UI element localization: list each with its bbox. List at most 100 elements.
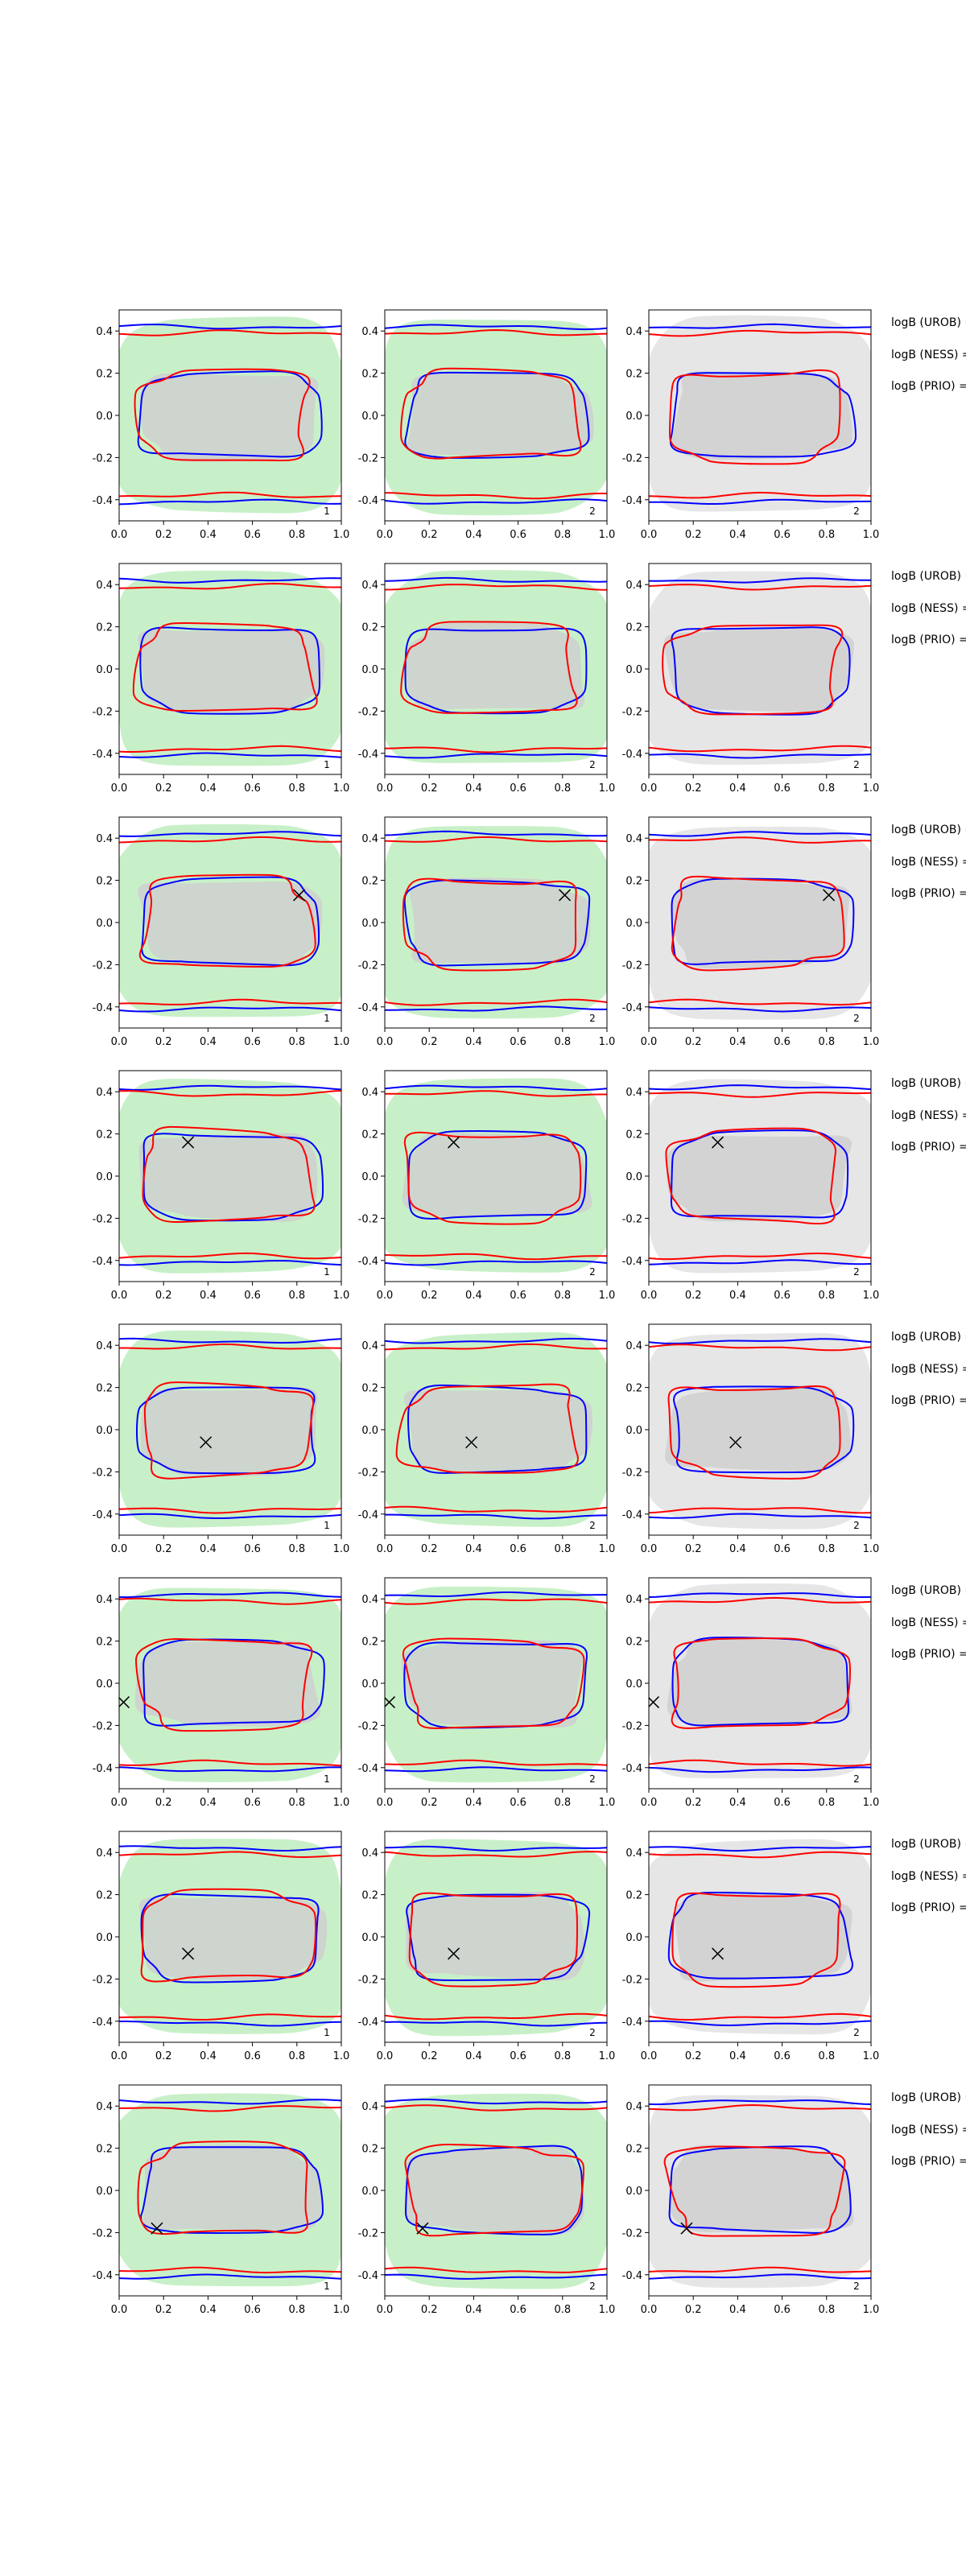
y-tick-label: 0.2 [361,369,378,381]
x-tick-label: 0.0 [111,2050,128,2062]
x-marker [448,1947,460,1960]
x-tick-label: 1.0 [599,2304,616,2316]
x-tick-label: 0.4 [465,1543,482,1555]
inner-region [138,1133,318,1222]
x-marker [729,1436,742,1449]
side-label: logB (UROB) = [891,2091,966,2104]
blue-outer-bottom [119,498,341,506]
y-tick-label: 0.2 [96,2144,113,2156]
red-contour [402,1637,585,1729]
x-tick-label: 0.8 [288,1543,305,1555]
side-label: logB (NESS) = [891,602,966,615]
x-tick-label: 1.0 [599,529,616,541]
x-tick-label: 0.0 [111,1797,128,1809]
x-tick-label: 0.8 [554,1543,571,1555]
inner-region [134,1641,321,1727]
y-tick-label: -0.2 [358,1974,378,1986]
x-tick-label: 0.8 [288,2304,305,2316]
x-marker [293,889,306,902]
x-tick-label: 0.6 [244,529,261,541]
x-tick-label: 0.2 [155,1036,172,1048]
x-tick-label: 1.0 [333,782,350,795]
x-tick-label: 0.6 [774,2304,791,2316]
blue-outer-top [119,1845,341,1852]
y-tick-label: -0.2 [93,1974,113,1986]
y-tick-label: 0.2 [96,876,113,888]
x-tick-label: 0.0 [641,782,658,795]
y-tick-label: -0.4 [622,749,642,761]
panel-plot-area [649,315,871,512]
x-tick-label: 0.8 [554,2304,571,2316]
x-tick-label: 0.8 [288,1797,305,1809]
x-tick-label: 0.0 [111,529,128,541]
y-tick-label: -0.2 [358,1720,378,1732]
panel-plot-area [649,1079,871,1274]
panel-label: 2 [589,2281,596,2292]
red-outer-bottom [385,1759,607,1766]
side-label: logB (UROB) = [891,316,966,329]
x-tick-label: 0.4 [729,529,746,541]
blue-outer-top [649,1592,871,1599]
red-outer-top [385,1090,607,1097]
panel-plot-area [385,1331,607,1527]
panel-label: 2 [589,1013,596,1024]
red-outer-bottom [119,491,341,498]
panel-label: 2 [589,1773,596,1785]
y-tick-label: 0.4 [361,1340,378,1352]
y-tick-label: 0.4 [625,2101,642,2113]
x-tick-label: 1.0 [333,1290,350,1302]
side-label: logB (PRIO) = [891,1648,966,1661]
x-tick-label: 0.8 [818,782,835,795]
x-tick-label: 1.0 [863,1036,880,1048]
panel-r4-c3: 0.0 0.2 0.4 0.6 0.8 1.0 0.4 0.2 0.0 -0.2 -0.4 2 [622,1070,879,1302]
panel-plot-area [385,1078,607,1273]
blue-outer-top [649,1084,871,1091]
panel-plot-area [119,1330,341,1528]
x-tick-label: 0.6 [244,1290,261,1302]
x-tick-label: 0.0 [377,1290,394,1302]
x-tick-label: 0.2 [155,2304,172,2316]
panel-plot-area [119,316,341,514]
inner-region [674,1892,852,1982]
y-tick-label: 0.0 [361,1678,378,1690]
y-tick-label: -0.4 [622,1256,642,1268]
x-tick-label: 0.2 [685,782,702,795]
panel-label: 2 [853,506,860,517]
x-tick-label: 0.2 [421,1036,438,1048]
y-tick-label: 0.4 [96,1847,113,1860]
panel-label: 2 [589,1266,596,1278]
y-tick-label: 0.0 [625,664,642,676]
blue-outer-top [119,324,341,330]
x-tick-label: 0.6 [510,1543,526,1555]
y-tick-label: 0.4 [96,2101,113,2113]
y-tick-label: -0.4 [622,2017,642,2029]
x-tick-label: 0.6 [510,1797,526,1809]
x-tick-label: 0.2 [685,2304,702,2316]
red-outer-bottom [649,1252,871,1261]
y-tick-label: 0.2 [361,1383,378,1395]
y-tick-label: -0.4 [358,2270,378,2282]
inner-region [410,877,591,964]
blue-outer-top [649,577,871,584]
x-tick-label: 0.8 [288,2050,305,2062]
red-outer-top [649,1596,871,1604]
blue-outer-bottom [385,2273,607,2280]
x-tick-label: 0.0 [111,782,128,795]
x-tick-label: 0.2 [421,1543,438,1555]
red-outer-top [119,1090,341,1097]
blue-outer-bottom [385,1513,607,1520]
y-tick-label: -0.4 [358,1256,378,1268]
inner-region [663,628,854,712]
red-outer-bottom [649,1507,871,1514]
y-tick-label: 0.2 [625,876,642,888]
x-tick-label: 0.2 [155,529,172,541]
blue-outer-top [649,1846,871,1852]
panel-plot-area [385,1839,607,2037]
y-tick-label: 0.4 [96,833,113,845]
x-tick-label: 0.4 [729,2050,746,2062]
inner-region [138,1897,328,1981]
x-tick-label: 1.0 [333,2050,350,2062]
side-label: logB (UROB) = [891,1838,966,1851]
side-label: logB (NESS) = [891,349,966,361]
blue-contour [404,371,590,459]
